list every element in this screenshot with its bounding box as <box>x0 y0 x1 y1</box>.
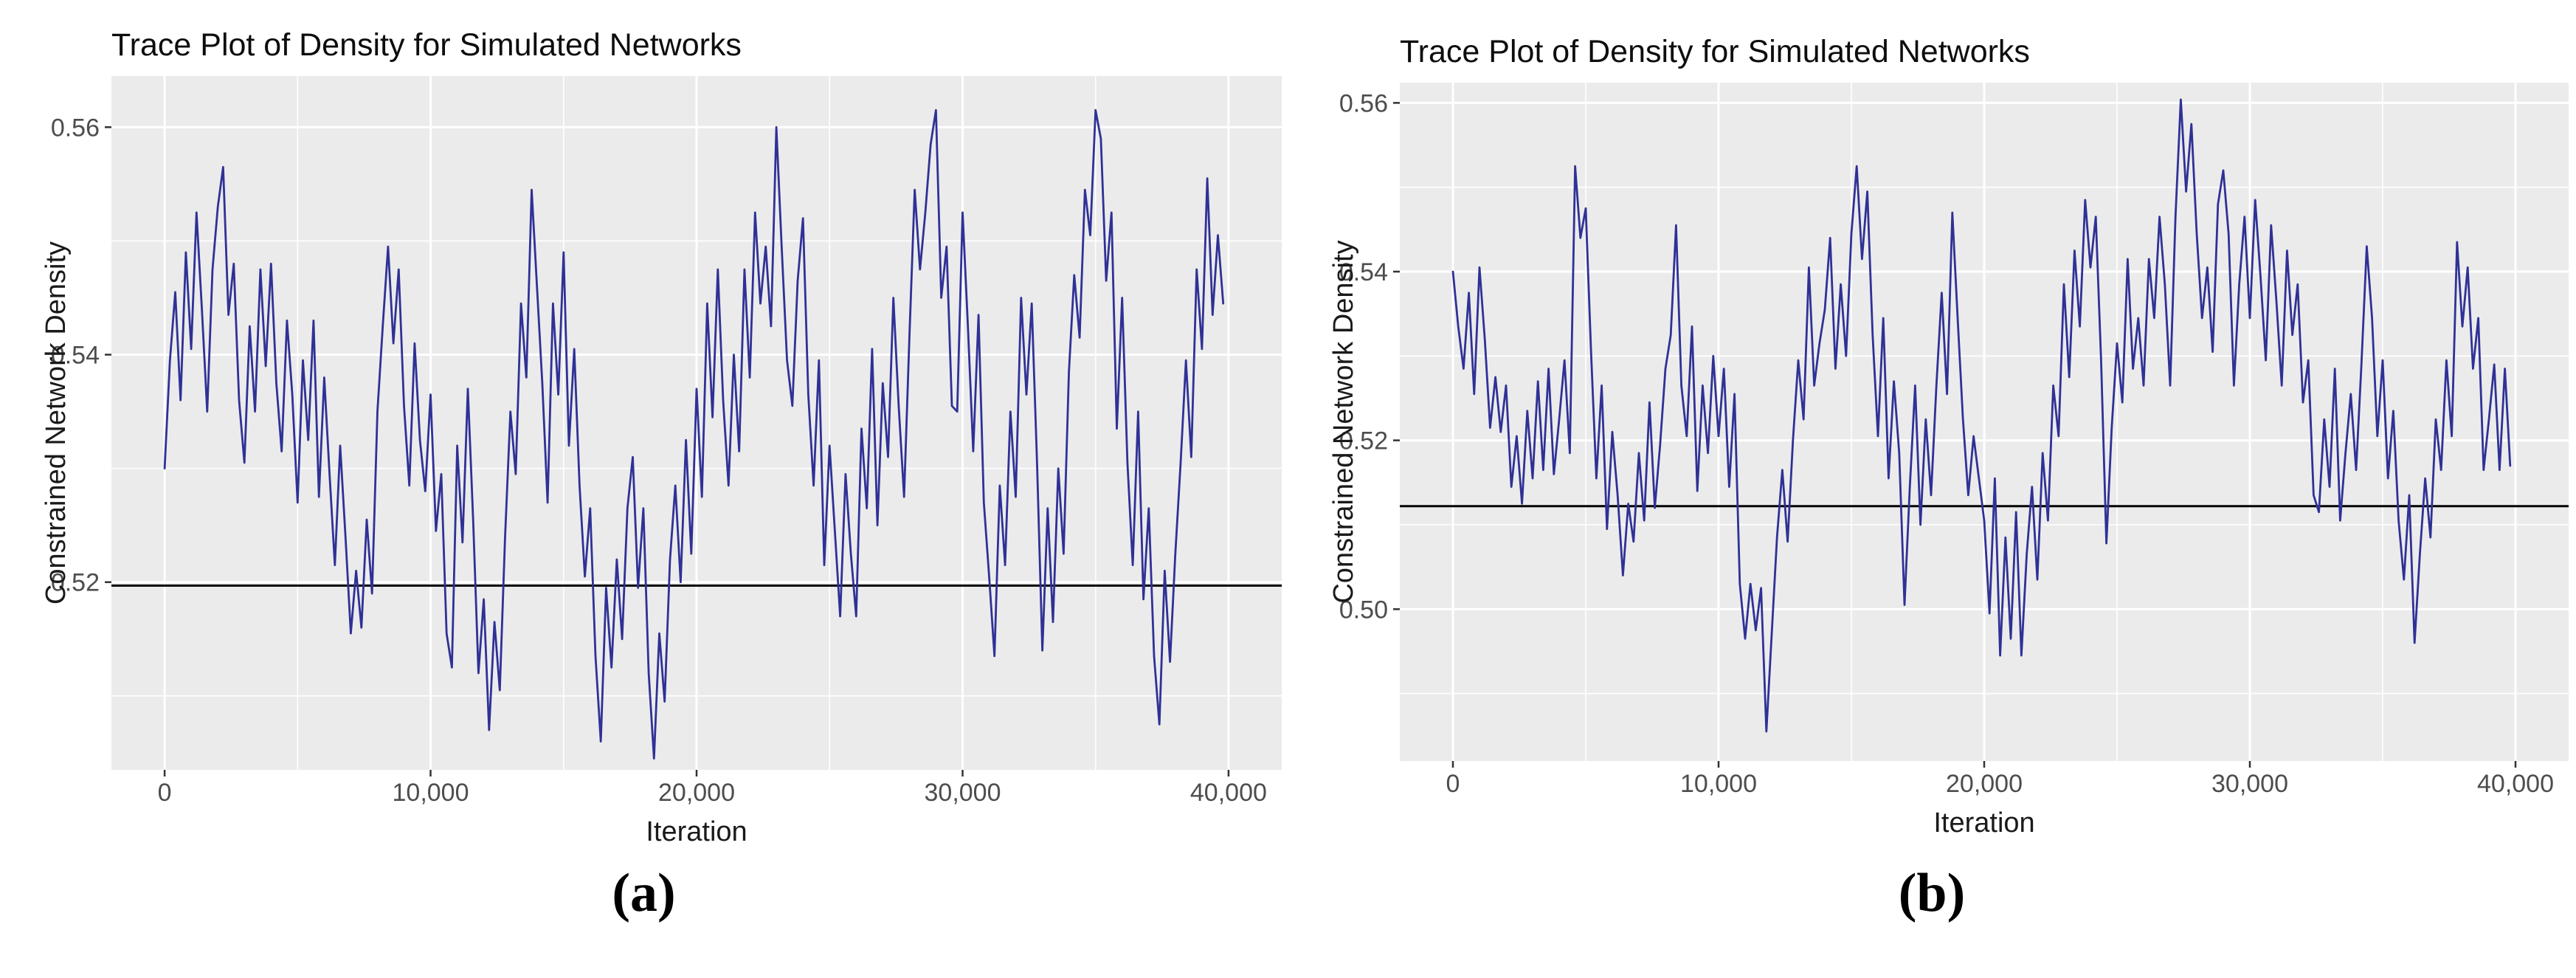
x-axis-tick-label: 0 <box>158 779 172 807</box>
x-axis-tick-label: 40,000 <box>2477 770 2554 798</box>
trace-plot-panel-a: 0 10,000 20,000 30,000 40,000 0.52 0.54 0.56 Tra… <box>41 27 1282 847</box>
y-axis-title: Constrained Network Density <box>1328 240 1359 603</box>
x-axis-tick-label: 10,000 <box>1680 770 1757 798</box>
x-axis-tick-label: 20,000 <box>658 779 735 807</box>
x-axis-tick-label: 0 <box>1446 770 1460 798</box>
y-axis-tick-label: 0.54 <box>51 342 100 370</box>
x-axis-title: Iteration <box>646 816 747 847</box>
y-axis-tick-label: 0.52 <box>51 569 100 597</box>
x-axis-tick-label: 20,000 <box>1946 770 2023 798</box>
x-axis-title: Iteration <box>1933 807 2034 838</box>
y-axis-tick-label: 0.56 <box>1339 89 1388 117</box>
caption-b: (b) <box>1898 863 1966 923</box>
y-axis-tick-label: 0.54 <box>1339 258 1388 286</box>
x-axis-tick-label: 40,000 <box>1190 779 1267 807</box>
trace-line <box>163 109 1225 760</box>
y-axis-tick-label: 0.56 <box>51 114 100 142</box>
x-axis-tick-label: 30,000 <box>2211 770 2288 798</box>
x-axis-tick-label: 30,000 <box>925 779 1001 807</box>
plot-title: Trace Plot of Density for Simulated Netw… <box>1400 34 2030 69</box>
trace-plot-panel-b: 0 10,000 20,000 30,000 40,000 0.50 0.52 0.54 0.5… <box>1328 34 2569 838</box>
y-axis-tick-label: 0.50 <box>1339 596 1388 624</box>
y-axis-title: Constrained Network Density <box>41 241 72 605</box>
y-axis-tick-label: 0.52 <box>1339 427 1388 455</box>
plot-title: Trace Plot of Density for Simulated Netw… <box>111 27 742 63</box>
caption-a: (a) <box>612 863 676 923</box>
x-axis-tick-label: 10,000 <box>393 779 469 807</box>
trace-line <box>1451 98 2512 733</box>
